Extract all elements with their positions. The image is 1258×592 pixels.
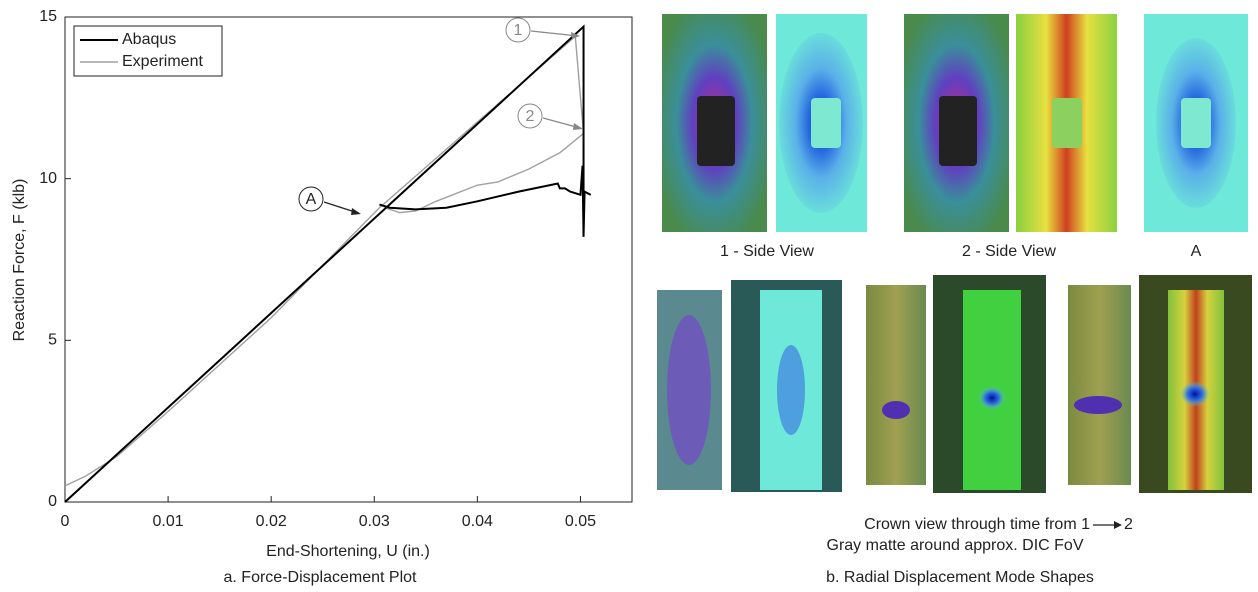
arrow-head (1114, 521, 1122, 529)
crown-caption: Crown view through time from 1 (864, 516, 1090, 533)
legend (73, 25, 223, 77)
image-crown-2-dic (866, 285, 926, 485)
caption: a. Force-Displacement Plot (224, 569, 418, 586)
annotation-label: 1 (514, 22, 523, 39)
y-tick-label: 10 (39, 170, 57, 187)
x-tick-label: 0 (61, 513, 70, 530)
image-caption: 2 - Side View (962, 243, 1056, 260)
image-caption: A (1191, 243, 1202, 260)
image-crown-1-fea (731, 280, 842, 492)
y-tick-label: 0 (48, 493, 57, 510)
x-tick-label: 0.02 (256, 513, 287, 530)
image-caption: 1 - Side View (720, 243, 814, 260)
legend-label: Experiment (122, 53, 203, 70)
series-line (64, 24, 592, 503)
plot-area (64, 16, 633, 503)
legend-label: Abaqus (122, 31, 176, 48)
image-crown-1-dic (657, 290, 722, 490)
image-crown-2-fea (933, 275, 1046, 493)
image-side-2-dic (904, 14, 1009, 232)
x-axis-label: End-Shortening, U (in.) (266, 543, 430, 560)
x-tick-label: 0.05 (565, 513, 596, 530)
annotation: A (298, 186, 361, 215)
image-crown-3-fea (1139, 275, 1252, 493)
crown-caption: Gray matte around approx. DIC FoV (827, 537, 1084, 554)
image-side-2-fea (1016, 14, 1117, 232)
annotation: 1 (505, 17, 580, 43)
annotation: 2 (517, 103, 583, 130)
y-tick-label: 15 (39, 8, 57, 25)
x-tick-label: 0.03 (359, 513, 390, 530)
image-side-1-fea (776, 14, 867, 232)
y-tick-label: 5 (48, 332, 57, 349)
x-tick-label: 0.01 (153, 513, 184, 530)
y-axis-label: Reaction Force, F (klb) (11, 179, 28, 342)
image-crown-3-dic (1068, 285, 1131, 485)
crown-caption: 2 (1124, 516, 1133, 533)
image-side-a-fea (1144, 14, 1248, 232)
x-tick-label: 0.04 (462, 513, 493, 530)
caption: b. Radial Displacement Mode Shapes (826, 569, 1094, 586)
annotation-label: 2 (526, 108, 535, 125)
image-side-1-dic (662, 14, 767, 232)
annotation-label: A (306, 191, 317, 208)
